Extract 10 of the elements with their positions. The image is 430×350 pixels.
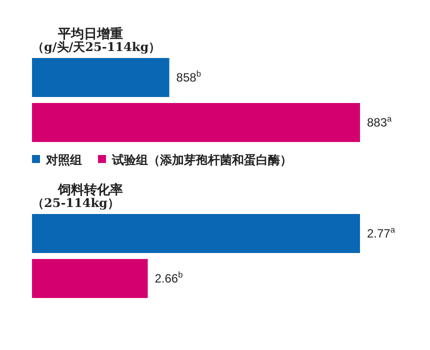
data-label: 2.77$^{a}$: [367, 224, 396, 240]
data-label: 858$^{b}$: [176, 68, 202, 84]
legend-label: 试验组（添加芽孢杆菌和蛋白酶）: [111, 153, 292, 167]
legend-label: 对照组: [45, 153, 82, 167]
chart-title: 平均日增重: [57, 26, 123, 42]
chart-subtitle: （25-114kg）: [32, 196, 120, 210]
chart-title: 饲料转化率: [57, 182, 123, 198]
data-label: 2.66$^{b}$: [154, 270, 184, 286]
chart-subtitle: （g/头/天25-114kg）: [32, 40, 161, 54]
data-label: 883$^{a}$: [367, 114, 392, 130]
